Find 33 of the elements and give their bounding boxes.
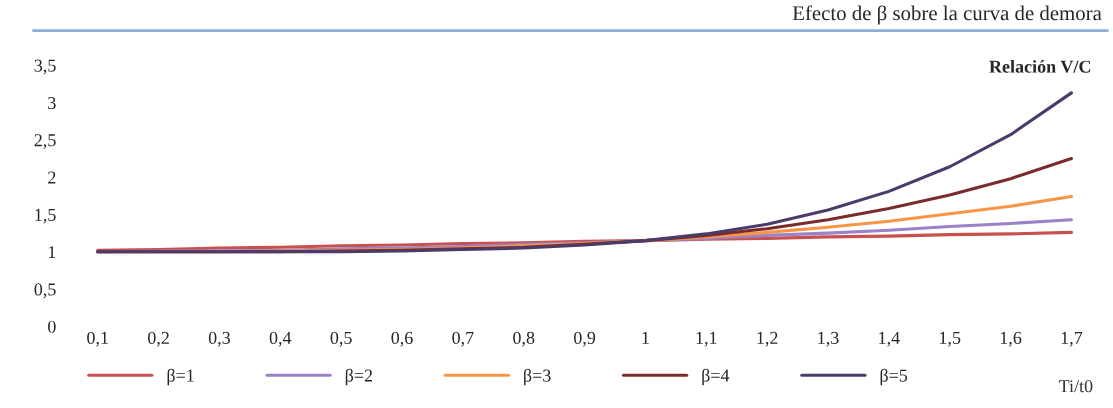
- x-tick-label: 0,6: [391, 331, 413, 347]
- text: Ti/t0: [1058, 380, 1093, 393]
- y-tick-label: 1: [48, 246, 56, 259]
- x-tick-label: 0,8: [513, 331, 535, 347]
- x-tick-label: 1,6: [1000, 331, 1022, 347]
- y-tick-label: 3,5: [34, 59, 56, 75]
- chart-title: Efecto de β sobre la curva de demora: [792, 5, 1102, 25]
- y-tick-label: 0,5: [34, 283, 56, 299]
- x-tick-label: 1,7: [1061, 331, 1083, 347]
- x-tick-label: 0,3: [208, 331, 231, 347]
- x-tick-label: 1,4: [879, 331, 900, 347]
- x-tick-label: 1: [642, 331, 649, 344]
- x-tick-label: 0,9: [573, 331, 596, 347]
- y-tick-label: 0: [48, 320, 56, 333]
- legend-label: β=1: [167, 368, 194, 386]
- x-tick-label: 1,3: [818, 331, 839, 347]
- x-tick-label: 0,7: [452, 331, 474, 347]
- legend-label: β=3: [524, 368, 551, 386]
- y-tick-label: 2: [48, 171, 56, 184]
- annotation: Relación V/C: [989, 60, 1091, 73]
- y-tick-label: 3: [48, 96, 56, 110]
- x-tick-label: 0,5: [330, 331, 352, 347]
- legend-label: β=5: [880, 368, 908, 386]
- x-tick-label: 1,1: [696, 331, 717, 347]
- y-tick-label: 1,5: [35, 208, 56, 224]
- x-tick-label: 1,5: [940, 331, 961, 347]
- y-tick-label: 2,5: [34, 134, 56, 149]
- legend-label: β=2: [345, 368, 373, 386]
- x-tick-label: 0,4: [269, 331, 292, 347]
- legend-label: β=4: [702, 368, 730, 386]
- x-tick-label: 0,2: [147, 331, 169, 347]
- x-tick-label: 1,2: [757, 331, 778, 347]
- x-tick-label: 0,1: [87, 331, 108, 347]
